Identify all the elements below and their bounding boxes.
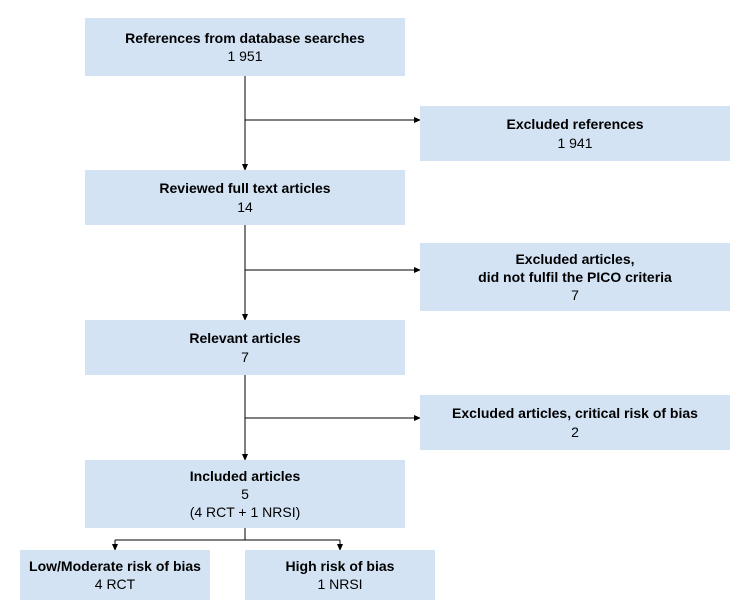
edge-6 bbox=[115, 528, 245, 550]
node-title: Low/Moderate risk of bias bbox=[29, 557, 201, 575]
node-exrefs: Excluded references1 941 bbox=[420, 106, 730, 161]
node-title: Excluded references bbox=[507, 115, 644, 133]
node-title: Relevant articles bbox=[189, 329, 300, 347]
node-expico: Excluded articles,did not fulfil the PIC… bbox=[420, 243, 730, 311]
node-title: Excluded articles, critical risk of bias bbox=[452, 404, 698, 422]
node-exbias: Excluded articles, critical risk of bias… bbox=[420, 395, 730, 450]
prisma-flowchart: References from database searches1 951 Ex… bbox=[0, 0, 750, 605]
node-included: Included articles5(4 RCT + 1 NRSI) bbox=[85, 460, 405, 528]
node-title: References from database searches bbox=[125, 29, 365, 47]
node-title: Excluded articles, bbox=[515, 250, 634, 268]
node-value: 1 951 bbox=[227, 47, 262, 65]
node-lowmod: Low/Moderate risk of bias4 RCT bbox=[20, 550, 210, 600]
node-value: 2 bbox=[571, 423, 579, 441]
node-title: High risk of bias bbox=[286, 557, 395, 575]
node-value: 7 bbox=[241, 348, 249, 366]
node-value: 14 bbox=[237, 198, 253, 216]
node-high: High risk of bias1 NRSI bbox=[245, 550, 435, 600]
node-title: did not fulfil the PICO criteria bbox=[478, 268, 672, 286]
edge-7 bbox=[245, 540, 340, 550]
node-value: 7 bbox=[571, 286, 579, 304]
node-title: Reviewed full text articles bbox=[159, 179, 330, 197]
node-value: 1 NRSI bbox=[317, 575, 362, 593]
node-value: (4 RCT + 1 NRSI) bbox=[190, 503, 301, 521]
node-title: Included articles bbox=[190, 467, 300, 485]
node-value: 4 RCT bbox=[95, 575, 135, 593]
node-value: 1 941 bbox=[557, 134, 592, 152]
node-value: 5 bbox=[241, 485, 249, 503]
node-db: References from database searches1 951 bbox=[85, 18, 405, 76]
node-fulltext: Reviewed full text articles14 bbox=[85, 170, 405, 225]
node-relevant: Relevant articles7 bbox=[85, 320, 405, 375]
